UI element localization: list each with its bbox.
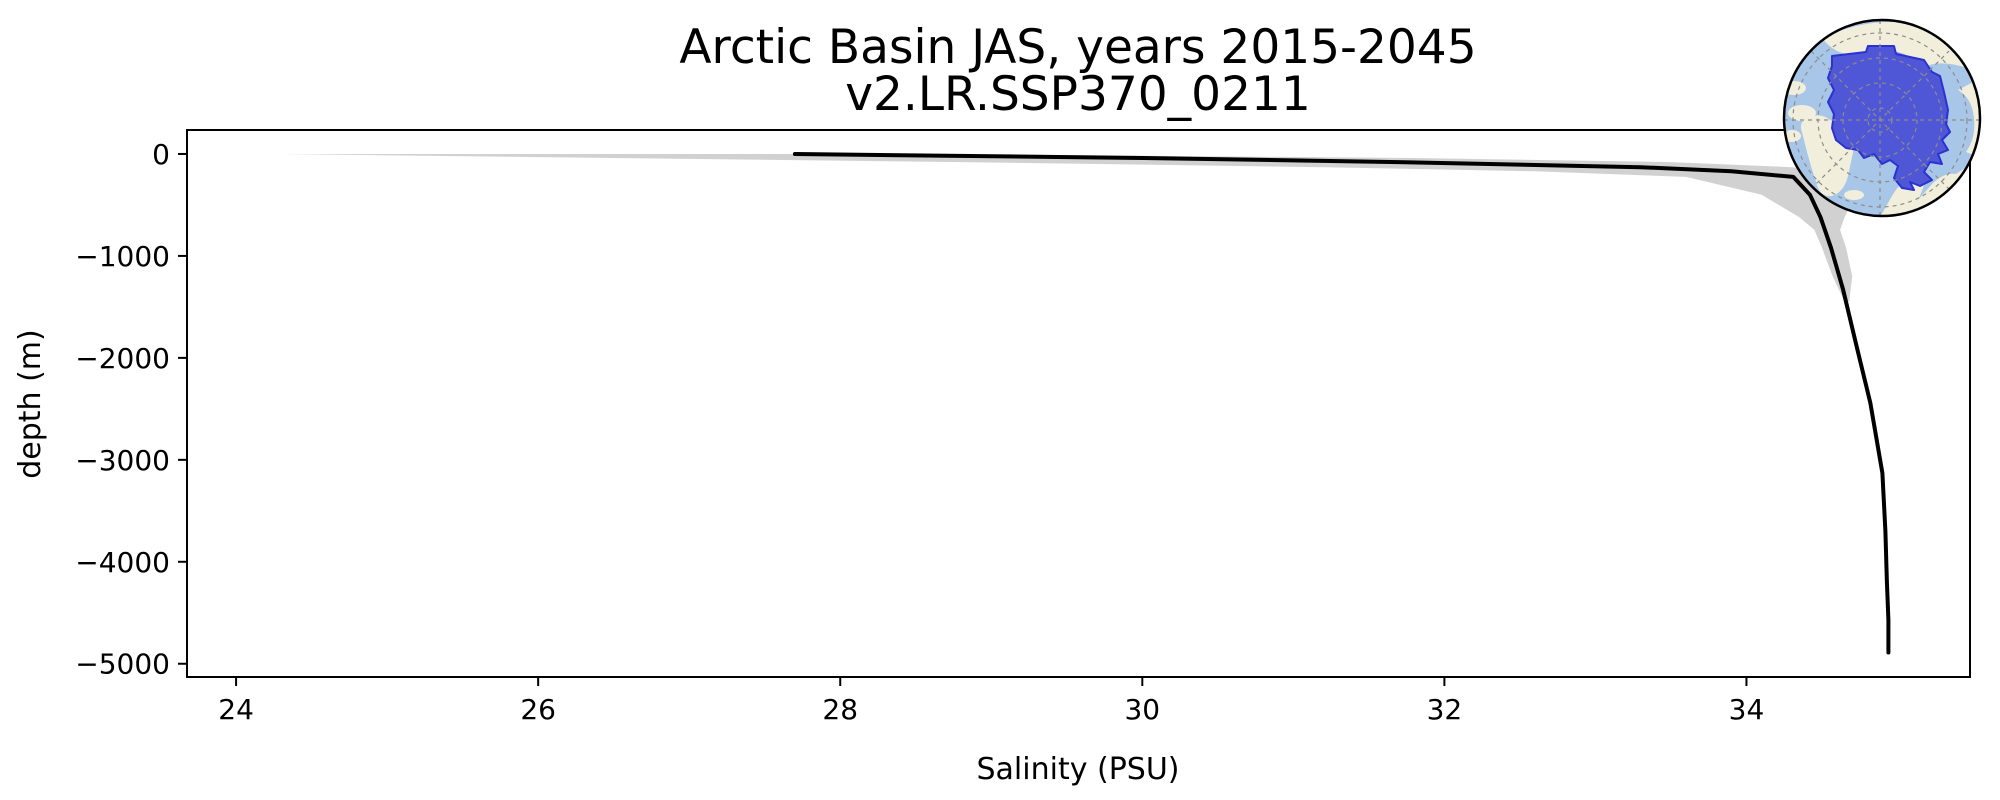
map-graticule xyxy=(1784,20,1980,216)
chart-title: Arctic Basin JAS, years 2015-2045 xyxy=(679,20,1476,75)
x-tick-label: 24 xyxy=(218,693,254,726)
y-tick-label: −3000 xyxy=(75,444,170,477)
x-tick-label: 32 xyxy=(1427,693,1463,726)
axes-spines xyxy=(186,129,1971,678)
map-border-circle xyxy=(1782,18,1982,218)
x-axis-ticks: 24 26 28 30 32 34 xyxy=(218,677,1764,726)
inset-map xyxy=(1782,18,1982,218)
y-tick-label: 0 xyxy=(152,138,170,171)
y-tick-label: −4000 xyxy=(75,546,170,579)
spread-envelope xyxy=(281,154,1856,302)
y-tick-label: −2000 xyxy=(75,342,170,375)
plot-area xyxy=(281,152,1891,655)
y-axis-label: depth (m) xyxy=(13,329,48,479)
x-tick-label: 26 xyxy=(520,693,556,726)
x-tick-label: 28 xyxy=(822,693,858,726)
x-tick-label: 34 xyxy=(1729,693,1765,726)
y-tick-label: −1000 xyxy=(75,240,170,273)
chart-subtitle: v2.LR.SSP370_0211 xyxy=(845,67,1311,122)
y-axis-ticks: 0 −1000 −2000 −3000 −4000 −5000 xyxy=(75,138,187,681)
x-tick-label: 30 xyxy=(1124,693,1160,726)
x-axis-label: Salinity (PSU) xyxy=(977,752,1180,787)
map-region-arctic-basin xyxy=(1827,45,1951,191)
mean-profile-line xyxy=(792,152,1891,655)
y-tick-label: −5000 xyxy=(75,648,170,681)
